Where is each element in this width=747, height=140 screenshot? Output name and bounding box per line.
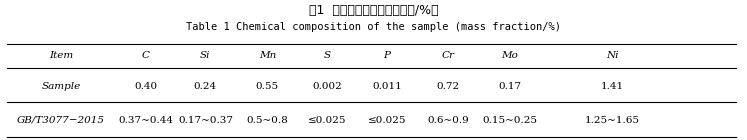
Text: P: P (383, 52, 391, 60)
Text: 0.6~0.9: 0.6~0.9 (427, 116, 469, 125)
Text: C: C (142, 52, 149, 60)
Text: ≤0.025: ≤0.025 (308, 116, 347, 125)
Text: Table 1 Chemical composition of the sample (mass fraction/%): Table 1 Chemical composition of the samp… (186, 22, 561, 32)
Text: 0.17: 0.17 (498, 82, 521, 91)
Text: 0.011: 0.011 (372, 82, 402, 91)
Text: 1.25~1.65: 1.25~1.65 (585, 116, 640, 125)
Text: 0.24: 0.24 (194, 82, 217, 91)
Text: GB/T3077−2015: GB/T3077−2015 (17, 116, 105, 125)
Text: 0.72: 0.72 (437, 82, 459, 91)
Text: Item: Item (49, 52, 73, 60)
Text: 0.17~0.37: 0.17~0.37 (178, 116, 233, 125)
Text: S: S (323, 52, 331, 60)
Text: Si: Si (200, 52, 211, 60)
Text: 0.5~0.8: 0.5~0.8 (247, 116, 288, 125)
Text: 0.55: 0.55 (256, 82, 279, 91)
Text: Ni: Ni (607, 52, 619, 60)
Text: Mn: Mn (258, 52, 276, 60)
Text: 0.002: 0.002 (312, 82, 342, 91)
Text: 0.40: 0.40 (134, 82, 157, 91)
Text: 1.41: 1.41 (601, 82, 624, 91)
Text: 0.37~0.44: 0.37~0.44 (118, 116, 173, 125)
Text: ≤0.025: ≤0.025 (368, 116, 406, 125)
Text: Mo: Mo (501, 52, 518, 60)
Text: Cr: Cr (441, 52, 455, 60)
Text: 表1  试样化学成分（质量分数/%）: 表1 试样化学成分（质量分数/%） (309, 4, 438, 17)
Text: Sample: Sample (42, 82, 81, 91)
Text: 0.15~0.25: 0.15~0.25 (482, 116, 537, 125)
